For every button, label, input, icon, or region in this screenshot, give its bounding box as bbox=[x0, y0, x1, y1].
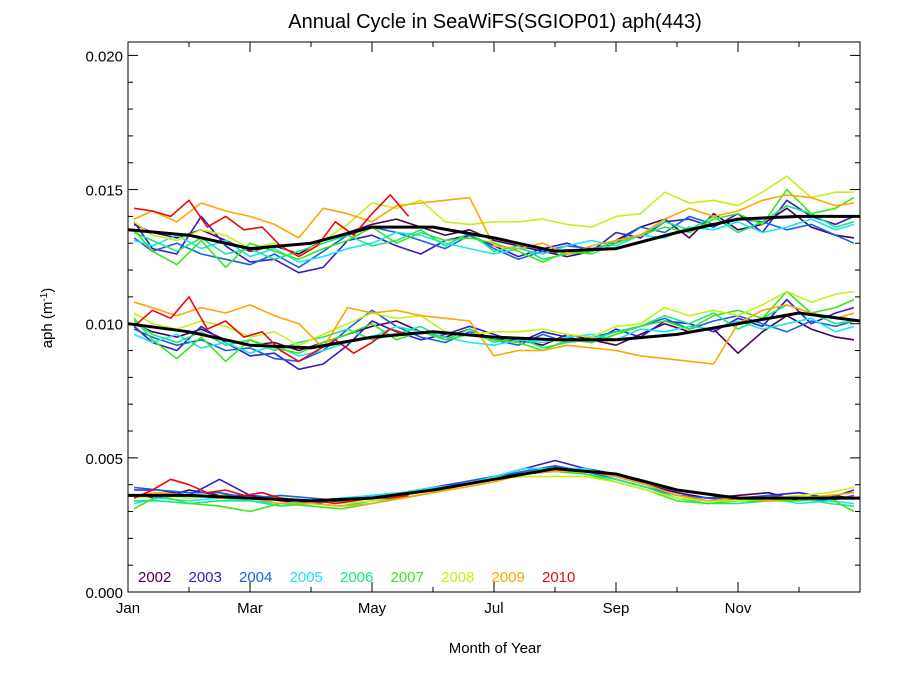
legend-entry-2002: 2002 bbox=[138, 569, 171, 586]
y-axis-label-tail: ) bbox=[39, 288, 56, 293]
series-line-upper-2010 bbox=[133, 194, 410, 258]
x-tick-label: Jan bbox=[116, 600, 140, 617]
y-axis-label-main: aph (m bbox=[39, 302, 56, 349]
legend-entry-2008: 2008 bbox=[441, 569, 474, 586]
series-line-middle-2007 bbox=[133, 290, 855, 363]
x-axis-label: Month of Year bbox=[449, 640, 542, 657]
y-tick-label: 0.010 bbox=[85, 317, 123, 334]
chart-title: Annual Cycle in SeaWiFS(SGIOP01) aph(443… bbox=[288, 11, 702, 33]
legend-entry-2003: 2003 bbox=[189, 569, 222, 586]
legend-entry-2010: 2010 bbox=[542, 569, 575, 586]
legend-entry-2005: 2005 bbox=[290, 569, 323, 586]
x-tick-label: Mar bbox=[237, 600, 263, 617]
series-line-lower-mean bbox=[128, 467, 860, 503]
y-axis-label-superscript: -1 bbox=[39, 292, 50, 301]
legend-entry-2006: 2006 bbox=[340, 569, 373, 586]
legend-entry-2009: 2009 bbox=[492, 569, 525, 586]
axes-layer: Jan Mar May Jul Sep Nov 0.000 0.005 0.010 0.015 0.… bbox=[85, 41, 861, 617]
series-line-upper-2007 bbox=[133, 188, 855, 269]
series-line-upper-2002 bbox=[133, 207, 855, 258]
series-line-upper-2009 bbox=[133, 194, 855, 255]
series-line-upper-2005 bbox=[133, 218, 855, 263]
legend-entry-2004: 2004 bbox=[239, 569, 272, 586]
x-tick-label: Nov bbox=[725, 600, 752, 617]
series-line-middle-mean bbox=[127, 311, 861, 350]
series-line-middle-2010 bbox=[133, 296, 409, 363]
legend-entry-2007: 2007 bbox=[391, 569, 424, 586]
y-tick-label: 0.000 bbox=[85, 585, 123, 602]
y-tick-label: 0.005 bbox=[85, 451, 123, 468]
x-tick-label: May bbox=[358, 600, 387, 617]
series-line-middle-2003 bbox=[133, 298, 855, 371]
series-layer bbox=[127, 175, 861, 513]
x-tick-label: Sep bbox=[603, 600, 630, 617]
legend: 2002 2003 2004 2005 2006 2007 2008 2009 2010 bbox=[138, 569, 575, 586]
x-tick-label: Jul bbox=[484, 600, 503, 617]
y-tick-label: 0.020 bbox=[85, 48, 123, 65]
series-line-upper-mean bbox=[127, 214, 860, 253]
series-line-middle-2005 bbox=[133, 317, 855, 357]
y-axis-label: aph (m-1) bbox=[39, 288, 57, 349]
series-line-middle-2008 bbox=[133, 290, 855, 347]
y-tick-label: 0.015 bbox=[85, 183, 123, 200]
series-line-upper-2004 bbox=[133, 215, 855, 269]
